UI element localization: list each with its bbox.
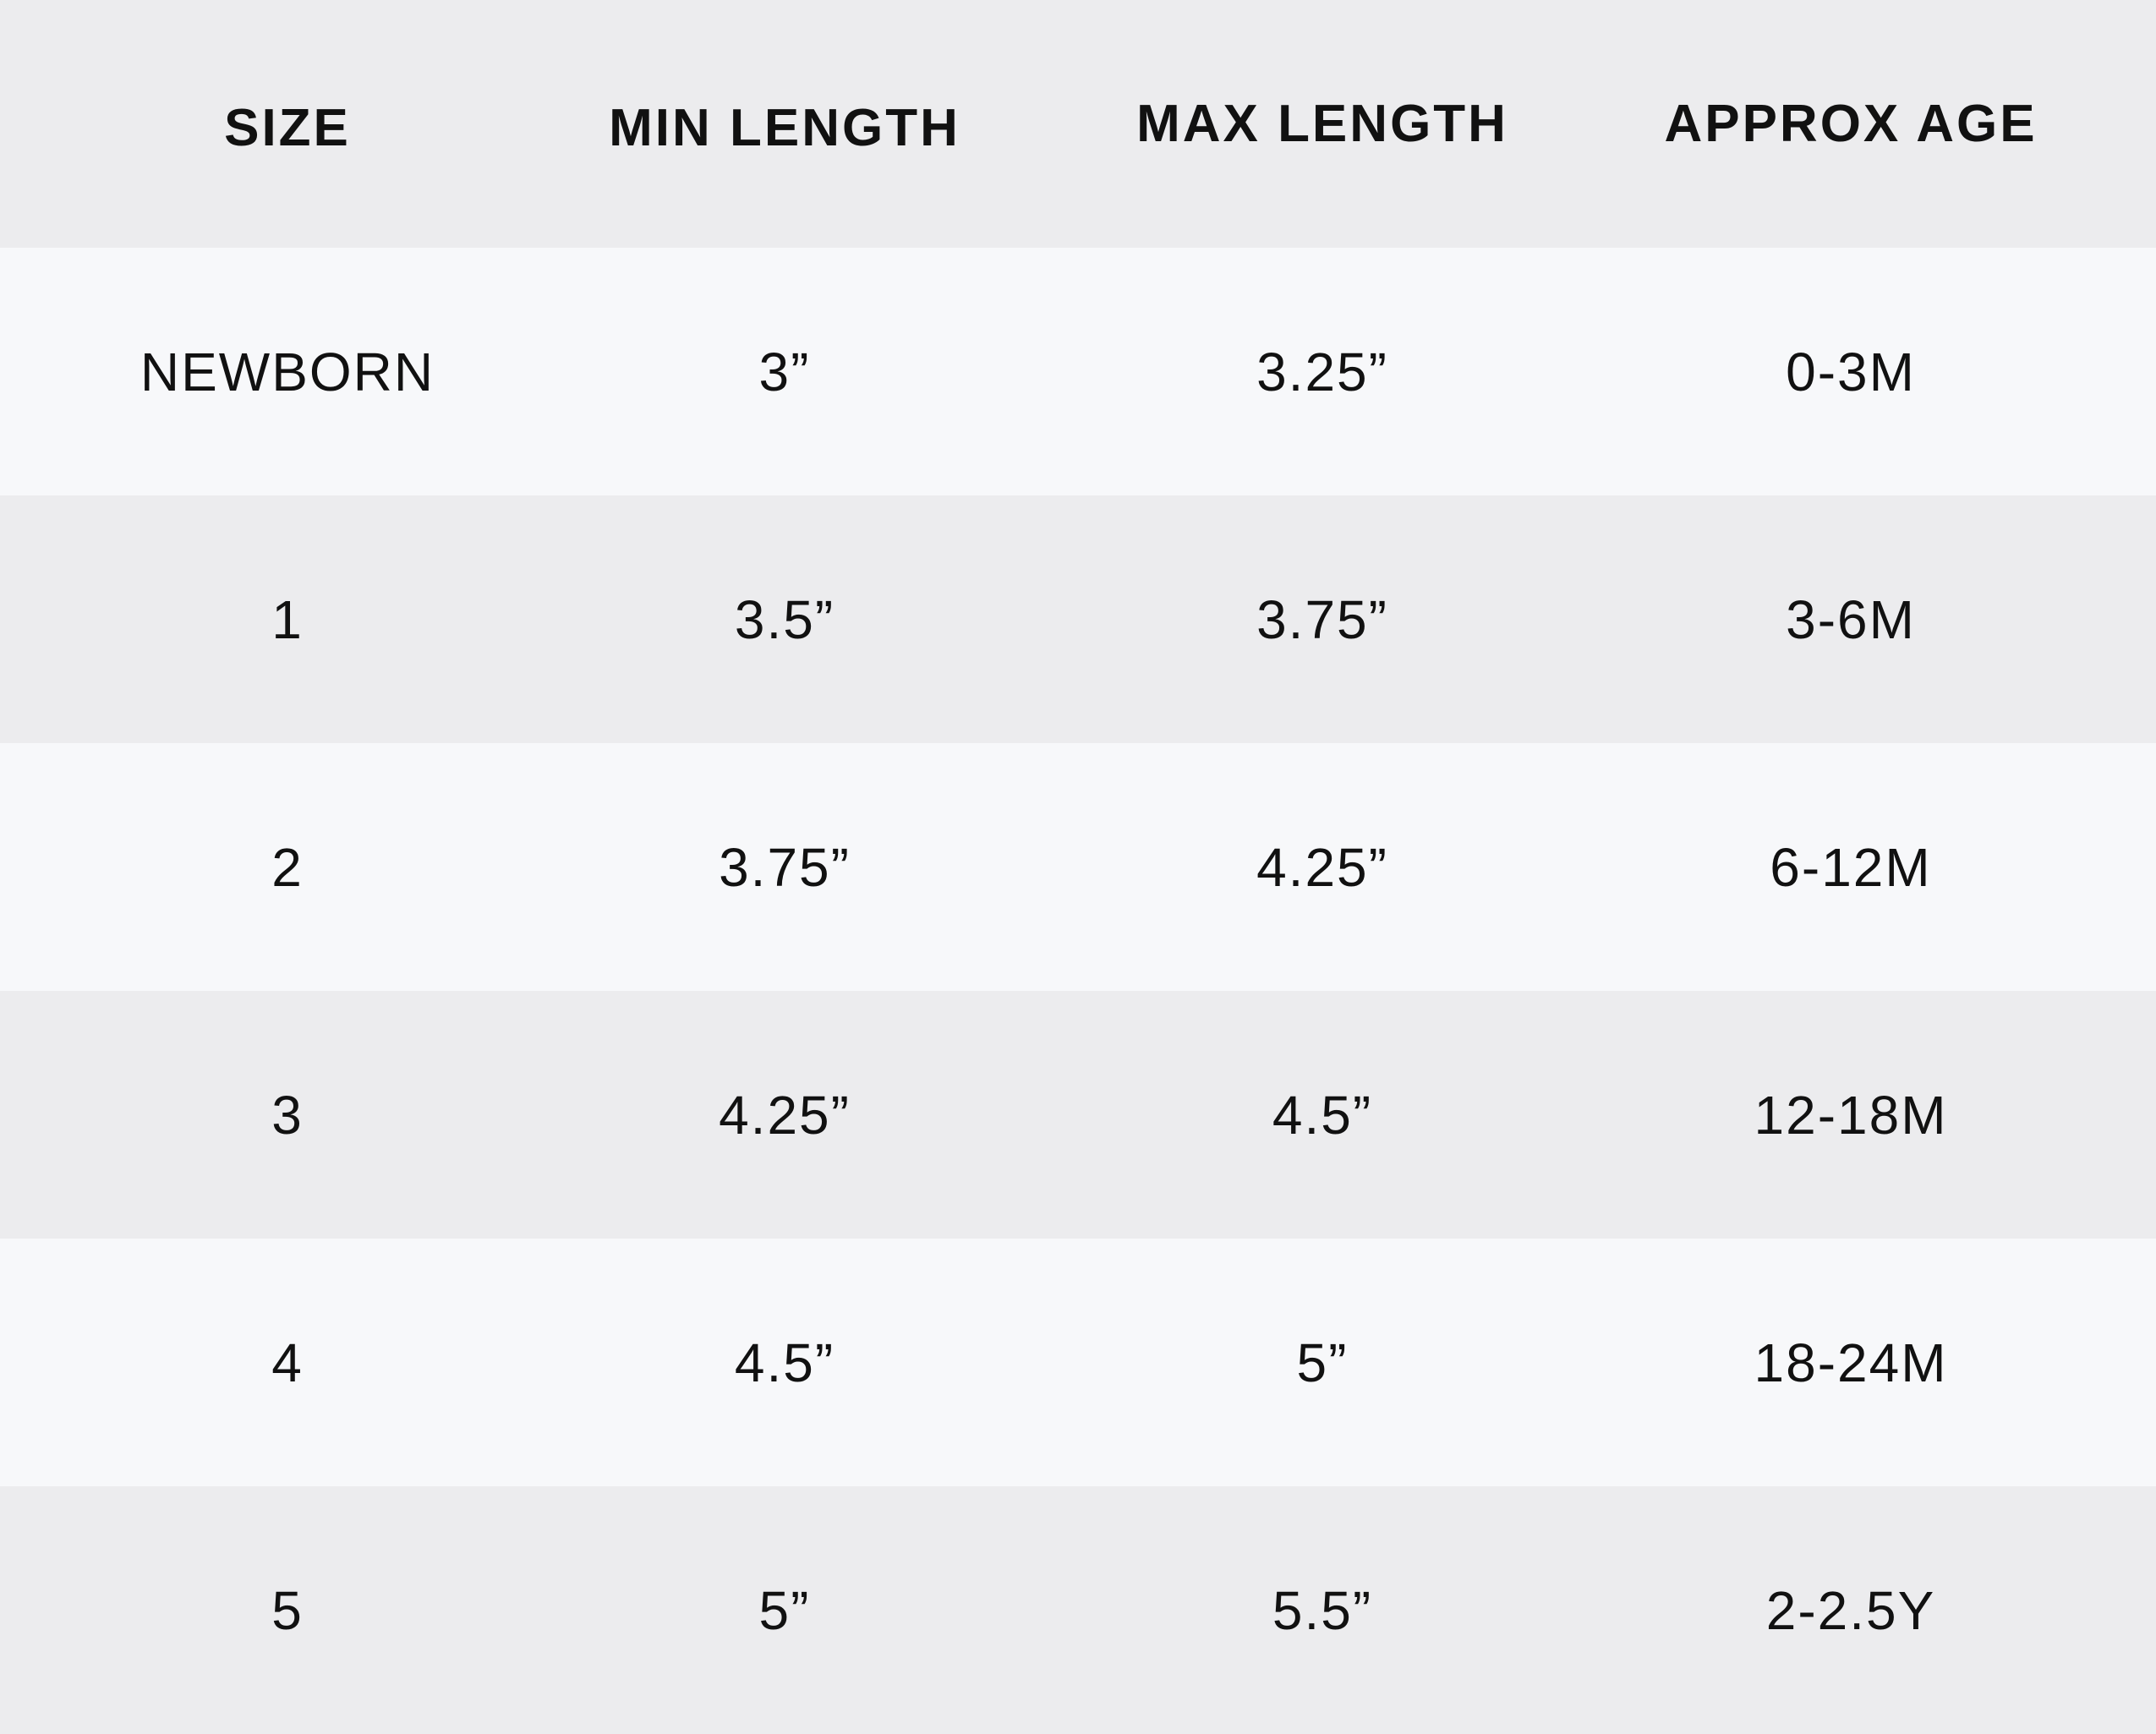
- cell-approx-age: 18-24M: [1754, 1332, 1948, 1393]
- cell-size: 2: [271, 836, 304, 898]
- column-header-min-length: MIN LENGTH: [609, 99, 960, 157]
- cell-max-length: 3.25”: [1256, 341, 1388, 402]
- table-row: 2 3.75” 4.25” 6-12M: [0, 743, 2156, 991]
- cell-max-length: 4.25”: [1256, 836, 1388, 898]
- cell-min-length: 3”: [758, 341, 811, 402]
- cell-max-length: 4.5”: [1272, 1084, 1373, 1146]
- cell-approx-age: 2-2.5Y: [1765, 1579, 1936, 1641]
- cell-approx-age: 0-3M: [1786, 341, 1916, 402]
- table-header-row: SIZE MIN LENGTH MAX LENGTH APPROX AGE: [0, 0, 2156, 248]
- cell-max-length: 5”: [1296, 1332, 1349, 1393]
- table-row: 5 5” 5.5” 2-2.5Y: [0, 1486, 2156, 1734]
- cell-min-length: 4.25”: [719, 1084, 851, 1146]
- cell-size: 1: [271, 588, 304, 650]
- cell-max-length: 5.5”: [1272, 1579, 1373, 1641]
- cell-approx-age: 6-12M: [1770, 836, 1932, 898]
- table-row: 1 3.5” 3.75” 3-6M: [0, 495, 2156, 743]
- column-header-size: SIZE: [224, 99, 351, 157]
- cell-size: 4: [271, 1332, 304, 1393]
- cell-size: NEWBORN: [140, 341, 435, 402]
- column-header-max-length: MAX LENGTH: [1136, 95, 1508, 153]
- cell-min-length: 3.5”: [734, 588, 835, 650]
- table-row: NEWBORN 3” 3.25” 0-3M: [0, 248, 2156, 495]
- table-row: 3 4.25” 4.5” 12-18M: [0, 991, 2156, 1239]
- cell-approx-age: 12-18M: [1754, 1084, 1948, 1146]
- table-row: 4 4.5” 5” 18-24M: [0, 1239, 2156, 1486]
- cell-approx-age: 3-6M: [1786, 588, 1916, 650]
- cell-size: 3: [271, 1084, 304, 1146]
- cell-max-length: 3.75”: [1256, 588, 1388, 650]
- cell-min-length: 4.5”: [734, 1332, 835, 1393]
- column-header-approx-age: APPROX AGE: [1664, 95, 2038, 153]
- cell-min-length: 3.75”: [719, 836, 851, 898]
- cell-size: 5: [271, 1579, 304, 1641]
- cell-min-length: 5”: [758, 1579, 811, 1641]
